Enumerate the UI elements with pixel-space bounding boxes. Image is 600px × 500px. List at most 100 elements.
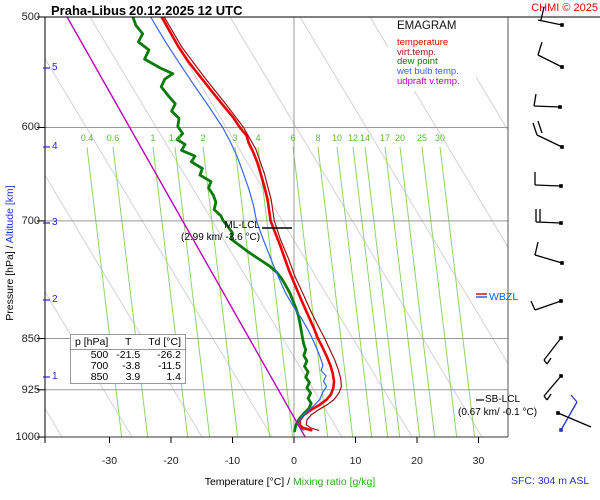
legend-item-list: temperature virt.temp. dew point wet bulb t… bbox=[397, 38, 460, 87]
mixing-ratio-label-30: 30 bbox=[434, 133, 446, 143]
table-cell: -26.2 bbox=[157, 349, 182, 361]
dry-adiabat-line bbox=[439, 17, 508, 132]
curve-virt-temp bbox=[163, 17, 342, 431]
sounding-curves bbox=[66, 17, 342, 437]
table-cell: 500 bbox=[90, 349, 109, 361]
temp-tick-label-0: 0 bbox=[291, 455, 297, 467]
legend-item-temperature: temperature bbox=[397, 37, 449, 48]
mixing-ratio-label-4: 4 bbox=[255, 133, 261, 143]
table-header: Td [°C] bbox=[144, 334, 186, 350]
mixing-ratio-line bbox=[174, 146, 211, 437]
table-cell: 850 bbox=[90, 371, 109, 383]
curve-temperature bbox=[160, 17, 336, 432]
mixing-ratio-line bbox=[364, 146, 401, 437]
mixing-ratio-label-3: 3 bbox=[232, 133, 238, 143]
station-name: Praha-Libus bbox=[51, 3, 127, 18]
table-cell: 3.9 bbox=[125, 371, 141, 383]
mixing-ratio-axis-caption: Mixing ratio [g/kg] bbox=[292, 476, 376, 488]
dry-adiabat-line bbox=[89, 17, 343, 437]
mixing-ratio-line bbox=[399, 146, 436, 437]
sounding-table: p [hPa] T Td [°C] 500 -21.5 -26.2 700 -3.8 -11.… bbox=[70, 334, 187, 384]
pressure-label-500: 500 bbox=[21, 11, 40, 23]
table-cell: -11.5 bbox=[157, 360, 182, 372]
pressure-label-850: 850 bbox=[21, 332, 40, 345]
plot-background bbox=[45, 17, 600, 437]
mixing-ratio-line bbox=[234, 146, 271, 437]
sb-lcl-detail: (0.67 km/ -0.1 °C) bbox=[458, 407, 538, 418]
pressure-label-600: 600 bbox=[21, 121, 40, 134]
table-row: 700 -3.8 -11.5 bbox=[71, 361, 186, 372]
mixing-ratio-label-8: 8 bbox=[315, 133, 321, 143]
mixing-ratio-line bbox=[384, 146, 421, 437]
wind-barb-surface bbox=[559, 394, 578, 432]
wind-barb bbox=[534, 172, 563, 188]
table-header: p [hPa] bbox=[70, 334, 113, 350]
ml-lcl-detail: (2.99 km/ -3.6 °C) bbox=[181, 232, 261, 243]
sb-lcl-label: SB-LCL bbox=[485, 394, 521, 405]
wind-barb bbox=[537, 41, 564, 69]
wind-barb bbox=[556, 411, 592, 428]
copyright-label: CHMI © 2025 bbox=[531, 2, 598, 14]
legend-item-wet-bulb-temp: wet bulb temp. bbox=[397, 66, 459, 78]
mixing-ratio-line bbox=[152, 146, 189, 437]
altitude-label-2km: 2 bbox=[52, 294, 58, 305]
mixing-ratio-line bbox=[317, 146, 354, 437]
table-cell: -21.5 bbox=[116, 349, 141, 361]
mixing-ratio-label-12: 12 bbox=[347, 133, 359, 143]
surface-elevation-label: SFC: 304 m ASL bbox=[511, 475, 590, 487]
wind-barb bbox=[543, 374, 563, 401]
legend-item-udpraft-v-temp: udpraft v.temp. bbox=[397, 75, 460, 87]
mixing-ratio-label-25: 25 bbox=[416, 133, 428, 143]
temp-tick-label--10: -10 bbox=[224, 455, 241, 467]
mixing-ratio-label-10: 10 bbox=[331, 133, 343, 143]
wind-barb bbox=[532, 120, 564, 149]
temperature-axis-caption: Temperature [°C] bbox=[204, 476, 285, 488]
mixing-ratio-label-14: 14 bbox=[359, 133, 371, 143]
mixing-ratio-label-2: 2 bbox=[200, 133, 206, 143]
wbzl-label: WBZL bbox=[489, 291, 519, 303]
legend: EMAGRAM temperature virt.temp. dew point we… bbox=[388, 19, 476, 91]
dry-adiabat-line bbox=[45, 57, 273, 437]
mixing-ratio-label-0.4: 0.4 bbox=[80, 133, 94, 143]
table-row: 850 3.9 1.4 bbox=[71, 372, 186, 384]
y-axis-caption: Pressure [hPa] / Altitude [km] bbox=[4, 185, 16, 320]
sounding-datetime: 20.12.2025 12 UTC bbox=[129, 3, 243, 18]
dry-adiabat-line bbox=[159, 17, 413, 437]
mixing-ratio-line bbox=[352, 146, 389, 437]
temp-tick-label-30: 30 bbox=[472, 455, 485, 467]
wind-barb bbox=[543, 336, 563, 365]
curve-wet-bulb-temp bbox=[150, 17, 328, 431]
wind-barb bbox=[537, 6, 564, 27]
mixing-ratio-line bbox=[336, 146, 373, 437]
mixing-ratio-label-1.4: 1.4 bbox=[168, 133, 182, 143]
temp-tick-label-20: 20 bbox=[411, 455, 423, 467]
mixing-ratio-label-1: 1 bbox=[150, 133, 156, 143]
wind-barb bbox=[534, 241, 564, 265]
wind-barb bbox=[533, 93, 562, 109]
table-header: T bbox=[112, 334, 145, 350]
table-cell: 700 bbox=[90, 360, 109, 372]
mixing-ratio-line bbox=[86, 146, 123, 437]
mixing-ratio-label-0.6: 0.6 bbox=[106, 133, 120, 143]
dry-adiabat-line bbox=[299, 17, 508, 365]
legend-item-virt-temp: virt.temp. bbox=[397, 46, 437, 58]
dry-adiabat-line bbox=[510, 17, 600, 437]
temp-tick-label--20: -20 bbox=[163, 455, 179, 467]
y-caption-separator: / bbox=[4, 243, 16, 252]
pressure-axis-caption: Pressure [hPa] bbox=[4, 251, 16, 321]
ml-lcl-label: ML-LCL bbox=[224, 220, 260, 231]
altitude-label-3km: 3 bbox=[52, 217, 58, 228]
mixing-ratio-line bbox=[202, 146, 239, 437]
mixing-ratio-label-6: 6 bbox=[290, 133, 296, 143]
mixing-ratio-line bbox=[257, 146, 294, 437]
legend-item-dew-point: dew point bbox=[397, 56, 438, 68]
x-axis-caption: Temperature [°C] / Mixing ratio [g/kg] bbox=[160, 476, 420, 488]
pressure-label-925: 925 bbox=[21, 383, 40, 396]
wind-barb bbox=[535, 209, 563, 225]
x-caption-separator: / bbox=[284, 476, 293, 488]
temp-tick-label-10: 10 bbox=[349, 455, 362, 467]
pressure-label-1000: 1000 bbox=[15, 431, 40, 444]
mixing-ratio-line bbox=[292, 146, 329, 437]
curve-dew-point bbox=[131, 17, 313, 433]
